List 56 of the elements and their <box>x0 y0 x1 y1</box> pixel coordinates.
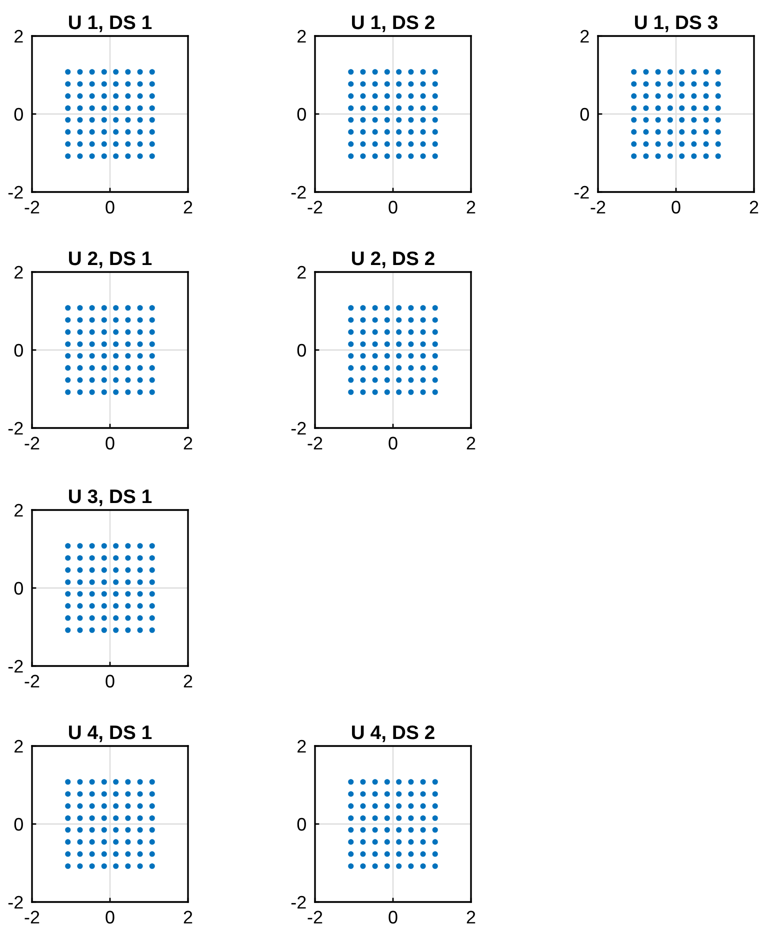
y-tick-label: 0 <box>580 108 589 121</box>
y-tick-label: 2 <box>14 30 23 43</box>
x-tick-label: -2 <box>24 674 40 688</box>
x-tick-label: 0 <box>106 200 114 214</box>
x-tick-label: -2 <box>308 200 322 214</box>
x-tick-label: 0 <box>672 200 680 214</box>
x-tick-label: 0 <box>106 436 114 450</box>
chart-title: U 1, DS 1 <box>69 15 152 32</box>
y-tick-label: 0 <box>297 818 306 831</box>
x-tick-label: 2 <box>184 436 192 450</box>
y-tick-label: 0 <box>297 344 306 357</box>
x-tick-label: 2 <box>184 674 192 688</box>
x-tick-label: 2 <box>466 200 476 214</box>
x-tick-label: -2 <box>308 436 322 450</box>
y-tick-label: -2 <box>291 422 306 435</box>
x-tick-label: 0 <box>106 674 114 688</box>
x-tick-label: 2 <box>184 200 192 214</box>
chart-title: U 2, DS 2 <box>352 251 434 268</box>
y-tick-label: -2 <box>574 186 589 199</box>
x-tick-label: 0 <box>106 910 114 924</box>
x-tick-label: -2 <box>590 200 606 214</box>
x-tick-label: 2 <box>750 200 758 214</box>
y-tick-label: 2 <box>14 266 23 279</box>
y-tick-label: 2 <box>298 266 306 279</box>
y-tick-label: 0 <box>14 818 23 831</box>
y-tick-label: -2 <box>8 660 23 673</box>
chart-title: U 4, DS 2 <box>352 725 434 742</box>
x-tick-label: -2 <box>24 200 40 214</box>
y-tick-label: 0 <box>14 582 23 595</box>
y-tick-label: 2 <box>580 30 589 43</box>
chart-title: U 1, DS 2 <box>352 15 434 32</box>
chart-title: U 1, DS 3 <box>635 15 718 32</box>
y-tick-label: 0 <box>297 108 306 121</box>
x-tick-label: -2 <box>24 436 40 450</box>
y-tick-label: -2 <box>8 186 23 199</box>
x-tick-label: 2 <box>466 436 476 450</box>
y-tick-label: 2 <box>14 504 23 517</box>
chart-title: U 3, DS 1 <box>69 489 152 506</box>
x-tick-label: 0 <box>388 910 398 924</box>
x-tick-label: 0 <box>388 436 398 450</box>
x-tick-label: -2 <box>24 910 40 924</box>
y-tick-label: 2 <box>298 30 306 43</box>
x-tick-label: 2 <box>184 910 192 924</box>
y-tick-label: 2 <box>298 740 306 753</box>
chart-title: U 2, DS 1 <box>69 251 152 268</box>
chart-title: U 4, DS 1 <box>69 725 152 742</box>
y-tick-label: -2 <box>291 186 306 199</box>
y-tick-label: 0 <box>14 108 23 121</box>
x-tick-label: -2 <box>308 910 322 924</box>
x-tick-label: 0 <box>388 200 398 214</box>
y-tick-label: -2 <box>291 896 306 909</box>
y-tick-label: -2 <box>8 422 23 435</box>
y-tick-label: -2 <box>8 896 23 909</box>
y-tick-label: 2 <box>14 740 23 753</box>
x-tick-label: 2 <box>466 910 476 924</box>
y-tick-label: 0 <box>14 344 23 357</box>
